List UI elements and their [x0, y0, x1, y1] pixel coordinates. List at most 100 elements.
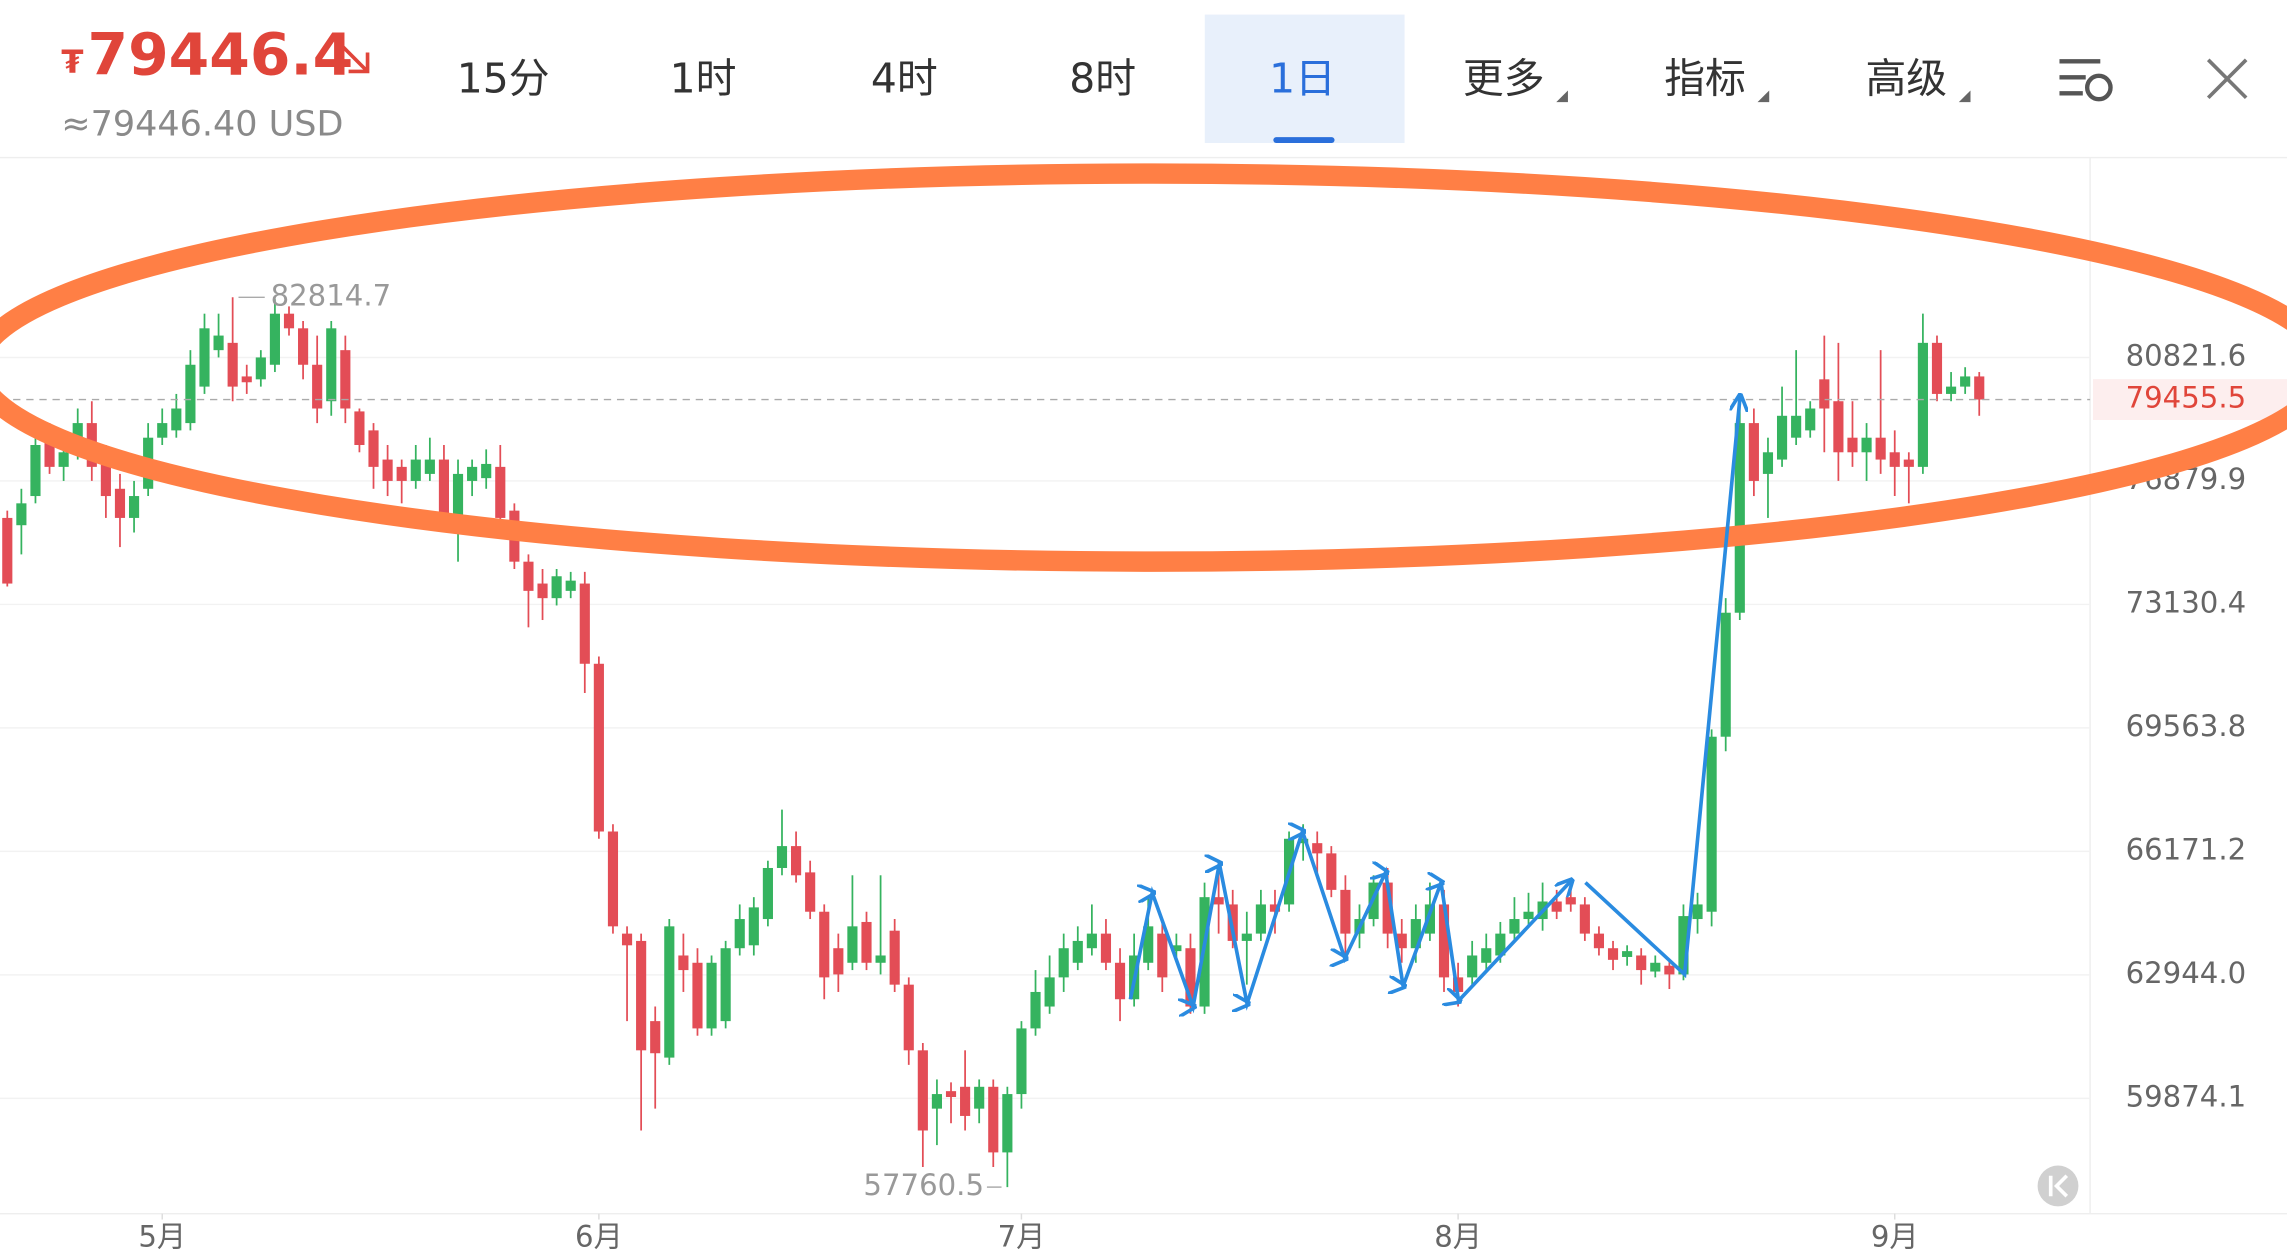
- candle-body: [1157, 933, 1168, 978]
- candle-body: [1551, 901, 1562, 912]
- candle-body: [1960, 376, 1971, 387]
- candle-body: [847, 926, 858, 963]
- candle-body: [593, 663, 604, 832]
- candle-body: [1523, 911, 1534, 920]
- header: ₮ 79446.4 ≈79446.40 USD 15分 1时 4时 8时 1日 更多 指标 高…: [0, 14, 2287, 159]
- candle-body: [523, 561, 534, 591]
- timeframe-tab[interactable]: 1时: [670, 55, 737, 103]
- candle-body: [678, 955, 689, 971]
- last-price-label: 79455.5: [2126, 381, 2247, 415]
- candle-body: [1974, 376, 1985, 400]
- candle-body: [945, 1091, 957, 1097]
- candle-body: [326, 328, 337, 402]
- candle-body: [1467, 955, 1478, 978]
- candle-body: [1312, 843, 1323, 854]
- candle-body: [1903, 459, 1914, 467]
- candle-body: [1241, 933, 1252, 941]
- candle-body: [382, 459, 393, 481]
- candle-body: [1805, 408, 1816, 431]
- candle-body: [1734, 423, 1745, 613]
- candle-body: [44, 437, 55, 467]
- candle-body: [734, 919, 745, 949]
- chart: 59874.162944.066171.269563.873130.476879…: [0, 157, 2287, 1253]
- candle-body: [650, 1021, 661, 1054]
- candle-body: [1762, 452, 1774, 474]
- candle-body: [1946, 386, 1957, 394]
- x-tick-label: 5月: [138, 1219, 186, 1253]
- candle-body: [312, 364, 323, 409]
- converted-price: ≈79446.40 USD: [61, 104, 343, 144]
- x-tick-label: 7月: [998, 1219, 1046, 1253]
- timeframe-tab[interactable]: 指标: [1664, 55, 1746, 103]
- candle-body: [171, 408, 182, 431]
- candle-body: [1002, 1094, 1013, 1153]
- timeframe-tab[interactable]: 8时: [1069, 55, 1136, 103]
- candle-body: [748, 907, 759, 946]
- candle-body: [1861, 437, 1872, 453]
- candle-body: [255, 357, 266, 380]
- candle-body: [565, 580, 576, 591]
- breakout-arrow: [1584, 397, 1740, 979]
- candle-body: [1819, 379, 1830, 409]
- candle-body: [974, 1086, 985, 1109]
- candle-body: [298, 328, 309, 365]
- candle-body: [579, 583, 590, 664]
- candle-body: [241, 376, 252, 383]
- candle-body: [1706, 736, 1717, 912]
- candle-body: [283, 313, 295, 329]
- candle-body: [692, 962, 703, 1029]
- candle-body: [706, 962, 717, 1029]
- candle-body: [1481, 948, 1492, 963]
- timeframe-tab[interactable]: 1日: [1269, 55, 1336, 103]
- candle-body: [495, 466, 506, 518]
- currency-symbol: ₮: [61, 43, 83, 81]
- candle-body: [791, 846, 802, 876]
- settings-icon[interactable]: [2059, 59, 2113, 102]
- candle-body: [114, 488, 126, 518]
- candle-body: [1847, 437, 1858, 453]
- candle-body: [1748, 423, 1759, 481]
- close-button[interactable]: [2206, 58, 2248, 100]
- highlight-ellipse: [0, 163, 2287, 572]
- timeframe-tab[interactable]: 4时: [871, 55, 938, 103]
- dropdown-caret: [1757, 90, 1770, 103]
- timeframe-tab[interactable]: 高级: [1865, 55, 1947, 103]
- candle-body: [452, 473, 464, 518]
- candle-body: [1931, 342, 1943, 394]
- candle-body: [861, 921, 872, 963]
- candle-body: [340, 350, 351, 409]
- zigzag-arrows: [1128, 831, 1570, 1006]
- dropdown-caret: [1556, 90, 1568, 103]
- y-tick-label: 80821.6: [2126, 338, 2247, 372]
- x-tick-label: 9月: [1871, 1219, 1919, 1253]
- price: 79446.4: [88, 20, 354, 88]
- candle-body: [1664, 965, 1675, 975]
- candle-body: [1593, 933, 1605, 949]
- candle-body: [819, 911, 830, 978]
- candle-body: [481, 463, 492, 479]
- candle-body: [185, 364, 196, 424]
- candle-body: [438, 459, 450, 518]
- candle-body: [776, 846, 788, 868]
- annotations: [0, 163, 2287, 1207]
- candle-body: [1213, 897, 1224, 905]
- dropdown-caret: [1958, 90, 1971, 103]
- candle-body: [467, 466, 478, 481]
- candle-body: [537, 583, 548, 599]
- candle-body: [269, 313, 280, 365]
- candle-body: [1016, 1028, 1027, 1095]
- candle-body: [917, 1050, 928, 1131]
- x-tick-label: 6月: [575, 1219, 623, 1253]
- candle-body: [960, 1086, 971, 1116]
- timeframe-tab[interactable]: 更多: [1463, 55, 1545, 103]
- candle-body: [1326, 853, 1337, 890]
- active-tab-bg: [1204, 14, 1405, 143]
- candle-body: [1340, 889, 1351, 934]
- x-tick-label: 8月: [1434, 1219, 1482, 1253]
- last-price-tag: [2093, 379, 2287, 420]
- timeframe-tab[interactable]: 15分: [457, 55, 550, 103]
- candle-body: [551, 576, 562, 599]
- candle-body: [1114, 962, 1126, 1000]
